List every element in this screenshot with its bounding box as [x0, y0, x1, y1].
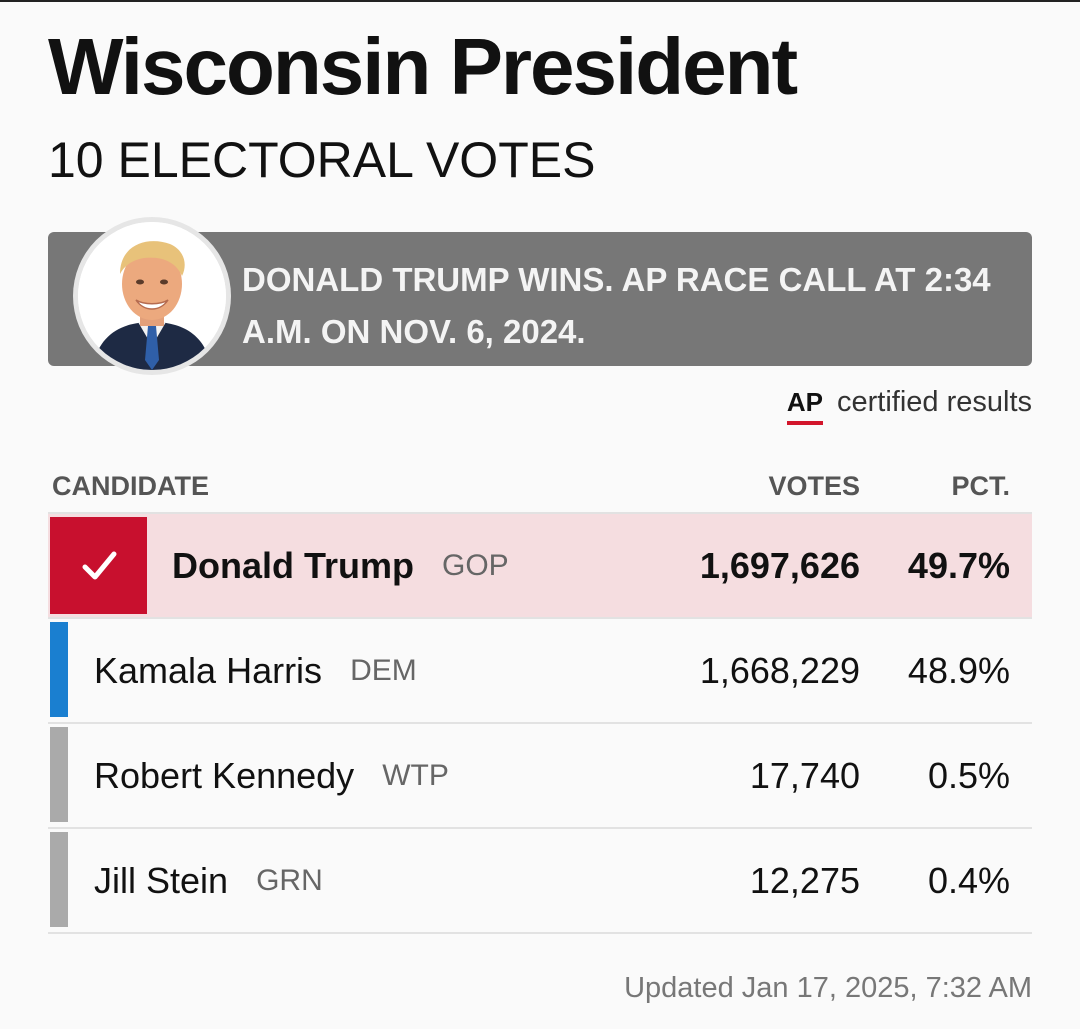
candidate-party: DEM	[350, 653, 417, 687]
header-pct: PCT.	[951, 471, 1010, 501]
candidate-votes: 17,740	[749, 755, 860, 796]
party-color-bar	[50, 832, 68, 927]
candidate-portrait-icon	[78, 222, 226, 370]
updated-timestamp: Updated Jan 17, 2025, 7:32 AM	[624, 972, 1032, 1004]
electoral-votes-subtitle: 10 ELECTORAL VOTES	[48, 132, 596, 188]
ap-logo-icon: AP	[786, 387, 824, 425]
top-rule	[0, 0, 1080, 2]
ap-certified-results: AP certified results	[786, 380, 1032, 425]
header-votes: VOTES	[768, 471, 860, 501]
header-candidate: CANDIDATE	[52, 471, 209, 501]
candidate-name: Jill Stein	[94, 859, 229, 901]
table-row: Kamala Harris DEM 1,668,229 48.9%	[48, 619, 1032, 724]
candidate-votes: 12,275	[749, 860, 860, 901]
candidate-name: Donald Trump	[172, 544, 414, 586]
table-row: Robert Kennedy WTP 17,740 0.5%	[48, 724, 1032, 829]
candidate-cell: Jill Stein GRN	[94, 829, 323, 932]
winner-check-icon	[50, 517, 147, 614]
candidate-party: WTP	[382, 758, 449, 792]
candidate-votes: 1,668,229	[699, 650, 860, 691]
race-call-banner: DONALD TRUMP WINS. AP RACE CALL AT 2:34 …	[48, 222, 1032, 370]
candidate-cell: Kamala Harris DEM	[94, 619, 417, 722]
party-color-bar	[50, 727, 68, 822]
race-call-text: DONALD TRUMP WINS. AP RACE CALL AT 2:34 …	[242, 261, 991, 350]
certified-results-label: certified results	[836, 385, 1032, 418]
party-color-bar	[50, 622, 68, 717]
candidate-pct: 0.5%	[927, 755, 1010, 796]
candidate-cell: Robert Kennedy WTP	[94, 724, 449, 827]
candidate-votes: 1,697,626	[699, 545, 860, 586]
candidate-pct: 49.7%	[907, 545, 1010, 586]
results-table: Donald Trump GOP 1,697,626 49.7% Kamala …	[48, 512, 1032, 934]
candidate-party: GRN	[256, 863, 323, 897]
candidate-name: Robert Kennedy	[94, 754, 355, 796]
candidate-name: Kamala Harris	[94, 649, 323, 691]
candidate-pct: 0.4%	[927, 860, 1010, 901]
results-table-header: CANDIDATE VOTES PCT.	[48, 466, 1032, 510]
page-title: Wisconsin President	[48, 22, 798, 111]
table-row: Jill Stein GRN 12,275 0.4%	[48, 829, 1032, 934]
table-row: Donald Trump GOP 1,697,626 49.7%	[48, 514, 1032, 619]
candidate-pct: 48.9%	[907, 650, 1010, 691]
candidate-party: GOP	[442, 548, 509, 582]
candidate-cell: Donald Trump GOP	[172, 514, 509, 617]
